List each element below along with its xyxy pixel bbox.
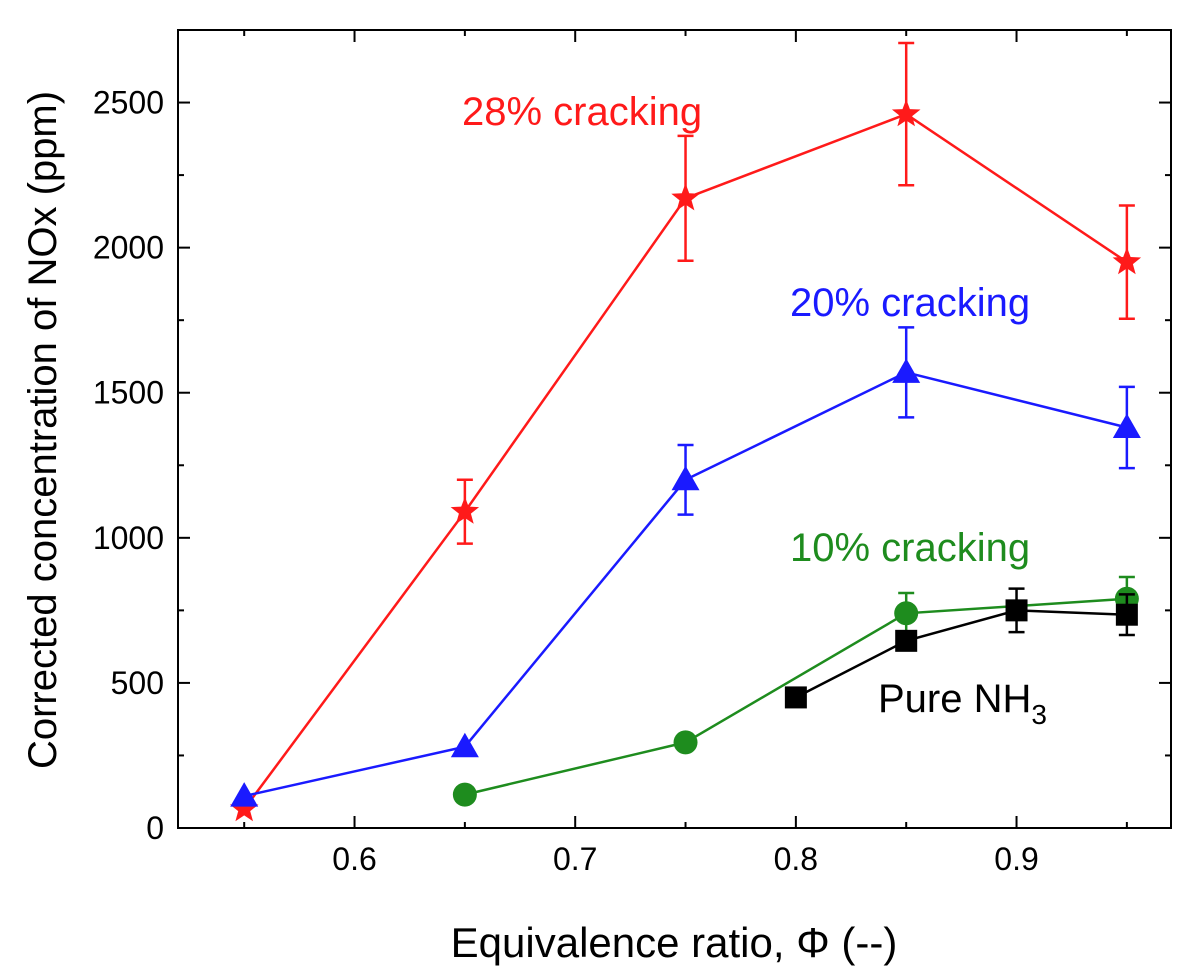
data-point-20-cracking — [230, 782, 259, 807]
data-point-28-cracking — [450, 496, 480, 524]
data-point-28-cracking — [671, 183, 700, 211]
y-axis-tick-labels: 0 500 1000 1500 2000 2500 — [93, 85, 164, 846]
x-axis-ticks — [243, 30, 1128, 828]
y-tick-label: 1500 — [93, 375, 164, 411]
y-tick-label: 500 — [111, 665, 164, 701]
data-point-28-cracking — [1112, 247, 1142, 275]
annotation-pure-nh3-main: Pure NH — [878, 677, 1031, 721]
annotation-pure-nh3-subscript: 3 — [1031, 699, 1047, 730]
series-28-cracking — [229, 41, 1142, 822]
data-point-pure-nh3 — [1115, 603, 1138, 626]
data-point-pure-nh3 — [895, 629, 918, 652]
x-tick-label: 0.8 — [774, 841, 818, 877]
series-line-pure-nh3 — [795, 609, 1127, 699]
data-point-pure-nh3 — [1005, 599, 1028, 622]
y-tick-label: 1000 — [93, 520, 164, 556]
data-point-10-cracking — [452, 782, 477, 807]
data-point-20-cracking — [450, 732, 479, 758]
x-tick-label: 0.7 — [553, 841, 597, 877]
y-axis-ticks — [178, 101, 1171, 829]
plot-area-border — [177, 29, 1172, 829]
x-tick-label: 0.6 — [332, 841, 376, 877]
plot-frame — [177, 29, 1172, 829]
x-tick-label: 0.9 — [994, 841, 1038, 877]
data-point-20-cracking — [1112, 413, 1141, 439]
y-tick-label: 0 — [146, 810, 164, 846]
series-layer — [229, 41, 1142, 822]
data-point-pure-nh3 — [784, 686, 807, 709]
data-point-10-cracking — [673, 730, 698, 755]
data-point-20-cracking — [892, 358, 921, 383]
data-point-28-cracking — [229, 794, 259, 822]
x-axis-label: Equivalence ratio, Φ (--) — [451, 919, 898, 966]
data-point-28-cracking — [891, 99, 921, 127]
annotation-10-cracking: 10% cracking — [790, 526, 1030, 570]
series-20-cracking — [230, 326, 1141, 807]
data-point-10-cracking — [894, 601, 919, 626]
series-annotations: 28% cracking 20% cracking 10% cracking P… — [462, 90, 1047, 730]
annotation-28-cracking: 28% cracking — [462, 90, 702, 134]
data-point-20-cracking — [671, 465, 700, 491]
series-pure-nh3 — [784, 587, 1138, 709]
annotation-pure-nh3: Pure NH3 — [878, 677, 1047, 730]
y-tick-label: 2500 — [93, 85, 164, 121]
y-tick-label: 2000 — [93, 230, 164, 266]
y-axis-label: Corrected concentration of NOx (ppm) — [21, 91, 65, 769]
x-axis-tick-labels: 0.6 0.7 0.8 0.9 — [332, 841, 1038, 877]
annotation-20-cracking: 20% cracking — [790, 281, 1030, 325]
